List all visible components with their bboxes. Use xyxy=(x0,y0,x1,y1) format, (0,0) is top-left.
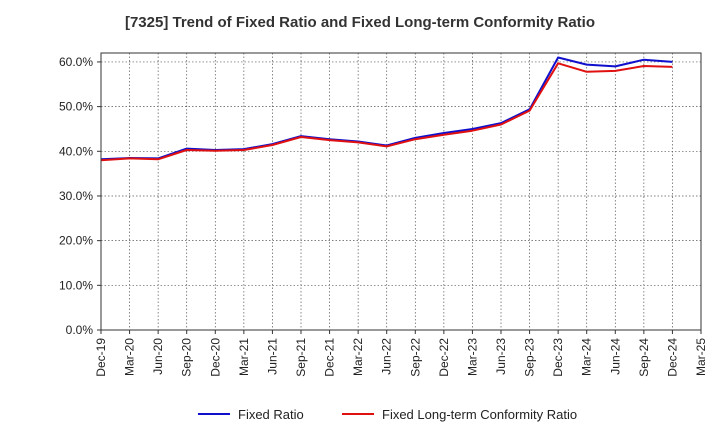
series-layer xyxy=(100,56,673,162)
x-tick-label: Sep-21 xyxy=(294,338,308,377)
grid-layer xyxy=(101,53,701,330)
x-tick-label: Sep-22 xyxy=(408,338,422,377)
legend-label-2: Fixed Long-term Conformity Ratio xyxy=(382,407,577,422)
y-tick-label: 0.0% xyxy=(66,323,94,337)
y-tick-label: 40.0% xyxy=(59,144,93,158)
y-tick-label: 10.0% xyxy=(59,278,93,292)
y-tick-label: 60.0% xyxy=(59,55,93,69)
x-tick-label: Sep-23 xyxy=(523,338,537,377)
plot-frame xyxy=(100,52,702,331)
x-tick-label: Mar-20 xyxy=(123,338,137,376)
x-tick-label: Dec-24 xyxy=(665,338,679,377)
series-line-2 xyxy=(100,62,673,162)
x-tick-label: Dec-22 xyxy=(437,338,451,377)
x-tick-label: Jun-22 xyxy=(380,338,394,375)
x-tick-label: Sep-20 xyxy=(180,338,194,377)
x-tick-label: Dec-19 xyxy=(94,338,108,377)
x-tick-label: Dec-20 xyxy=(208,338,222,377)
y-tick-label: 20.0% xyxy=(59,234,93,248)
x-tick-label: Jun-21 xyxy=(265,338,279,375)
x-tick-label: Dec-21 xyxy=(323,338,337,377)
x-tick-label: Jun-24 xyxy=(608,338,622,375)
x-tick-label: Dec-23 xyxy=(551,338,565,377)
legend-label-1: Fixed Ratio xyxy=(238,407,304,422)
x-tick-label: Mar-25 xyxy=(694,338,708,376)
x-tick-label: Jun-20 xyxy=(151,338,165,375)
x-tick-label: Mar-22 xyxy=(351,338,365,376)
x-tick-label: Mar-21 xyxy=(237,338,251,376)
y-tick-label: 50.0% xyxy=(59,100,93,114)
chart-title: [7325] Trend of Fixed Ratio and Fixed Lo… xyxy=(124,14,596,31)
x-tick-label: Mar-23 xyxy=(465,338,479,376)
x-tick-label: Sep-24 xyxy=(637,338,651,377)
x-tick-label: Jun-23 xyxy=(494,338,508,375)
y-tick-label: 30.0% xyxy=(59,189,93,203)
x-tick-label: Mar-24 xyxy=(580,338,594,376)
legend: Fixed Ratio Fixed Long-term Conformity Ra… xyxy=(198,407,577,422)
axis-layer: 0.0% 10.0% 20.0% 30.0% 40.0% 50.0% 60.0% Dec-19… xyxy=(59,52,708,377)
